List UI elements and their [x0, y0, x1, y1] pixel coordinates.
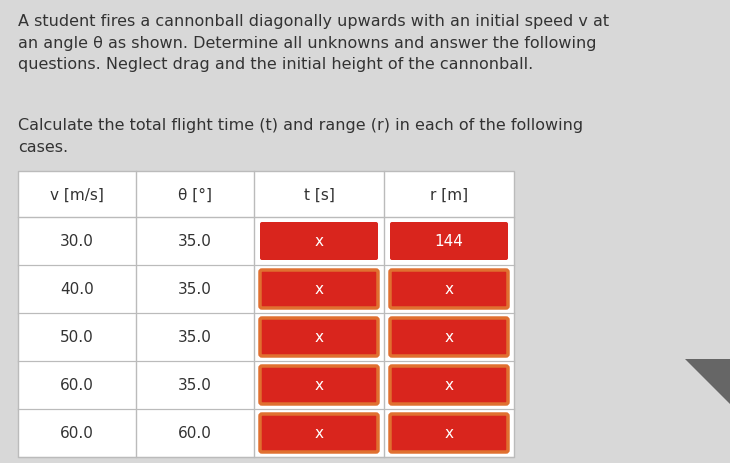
Text: 35.0: 35.0: [178, 234, 212, 249]
Text: x: x: [445, 330, 453, 345]
Bar: [18, 172, 514, 457]
Text: 144: 144: [434, 234, 464, 249]
Text: 30.0: 30.0: [60, 234, 94, 249]
Text: 60.0: 60.0: [178, 425, 212, 441]
Text: t [s]: t [s]: [304, 187, 334, 202]
Text: 40.0: 40.0: [60, 282, 94, 297]
FancyBboxPatch shape: [390, 270, 508, 308]
Text: x: x: [445, 282, 453, 297]
Text: 60.0: 60.0: [60, 378, 94, 393]
Text: 60.0: 60.0: [60, 425, 94, 441]
Text: x: x: [315, 330, 323, 345]
FancyBboxPatch shape: [260, 270, 378, 308]
Text: 35.0: 35.0: [178, 282, 212, 297]
Text: v [m/s]: v [m/s]: [50, 187, 104, 202]
FancyBboxPatch shape: [390, 223, 508, 260]
FancyBboxPatch shape: [260, 366, 378, 404]
FancyBboxPatch shape: [390, 414, 508, 452]
Text: 35.0: 35.0: [178, 330, 212, 345]
Text: A student fires a cannonball diagonally upwards with an initial speed v at
an an: A student fires a cannonball diagonally …: [18, 14, 609, 72]
FancyBboxPatch shape: [260, 223, 378, 260]
Text: r [m]: r [m]: [430, 187, 468, 202]
FancyBboxPatch shape: [260, 414, 378, 452]
Polygon shape: [685, 359, 730, 414]
Text: x: x: [445, 378, 453, 393]
Text: x: x: [445, 425, 453, 441]
Text: θ [°]: θ [°]: [178, 187, 212, 202]
FancyBboxPatch shape: [260, 319, 378, 356]
Text: x: x: [315, 234, 323, 249]
Text: x: x: [315, 282, 323, 297]
Text: 50.0: 50.0: [60, 330, 94, 345]
Text: x: x: [315, 378, 323, 393]
Text: x: x: [315, 425, 323, 441]
Text: 35.0: 35.0: [178, 378, 212, 393]
Text: Calculate the total flight time (t) and range (r) in each of the following
cases: Calculate the total flight time (t) and …: [18, 118, 583, 154]
FancyBboxPatch shape: [390, 319, 508, 356]
FancyBboxPatch shape: [390, 366, 508, 404]
